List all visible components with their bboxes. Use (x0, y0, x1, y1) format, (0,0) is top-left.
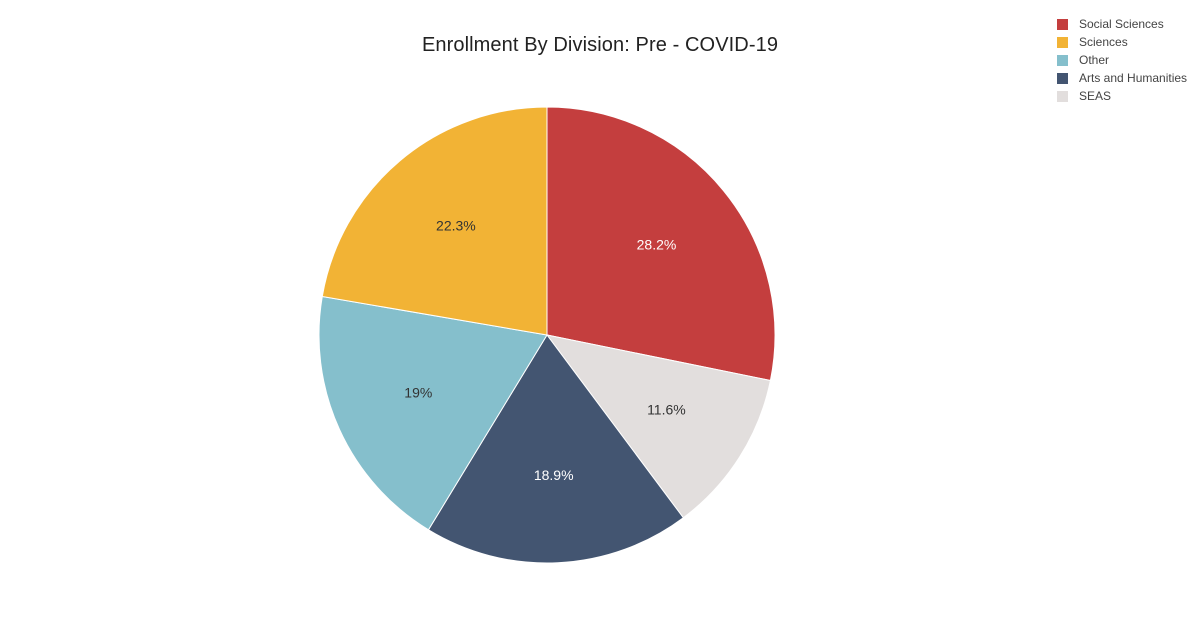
pie-slice-labels: 28.2% 11.6% 18.9% 19% 22.3% (404, 218, 685, 483)
pie-slices (318, 106, 776, 564)
slice-label-arts-and-humanities: 18.9% (534, 467, 574, 483)
pie-slice-social-sciences[interactable] (546, 106, 776, 382)
legend-item-seas[interactable]: SEAS (1057, 87, 1187, 105)
pie-slice-other[interactable] (318, 295, 548, 531)
legend-swatch (1057, 54, 1068, 66)
legend-swatch (1057, 90, 1068, 102)
legend: Social Sciences Sciences Other Arts and Hum… (1057, 15, 1187, 105)
legend-swatch (1057, 18, 1068, 30)
legend-label: SEAS (1079, 89, 1112, 103)
legend-swatch (1057, 36, 1068, 48)
legend-label: Social Sciences (1079, 17, 1164, 31)
pie-slice-arts-and-humanities[interactable] (427, 334, 685, 564)
pie-slice-seas[interactable] (545, 334, 771, 519)
legend-item-arts-and-humanities[interactable]: Arts and Humanities (1057, 69, 1187, 87)
slice-label-social-sciences: 28.2% (637, 236, 677, 252)
legend-label: Arts and Humanities (1079, 71, 1188, 85)
legend-item-sciences[interactable]: Sciences (1057, 33, 1187, 51)
legend-label: Sciences (1079, 35, 1128, 49)
slice-label-sciences: 22.3% (436, 218, 476, 234)
legend-label: Other (1079, 53, 1110, 67)
pie-slice-sciences[interactable] (321, 106, 548, 336)
legend-item-other[interactable]: Other (1057, 51, 1187, 69)
legend-swatch (1057, 72, 1068, 84)
slice-label-seas: 11.6% (647, 401, 686, 417)
legend-item-social-sciences[interactable]: Social Sciences (1057, 15, 1187, 33)
chart-title: Enrollment By Division: Pre - COVID-19 (421, 34, 779, 56)
slice-label-other: 19% (404, 384, 432, 400)
